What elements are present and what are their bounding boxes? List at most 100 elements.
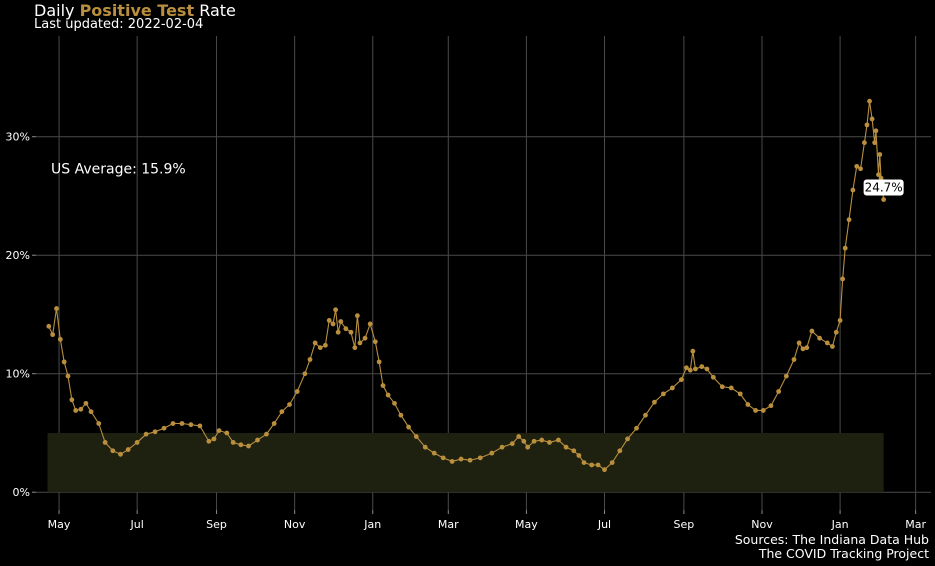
data-point (595, 462, 601, 468)
data-point (791, 357, 797, 362)
data-point (302, 371, 308, 377)
data-point (134, 440, 140, 445)
data-point (54, 306, 59, 311)
data-point (737, 391, 743, 397)
data-point (869, 116, 875, 122)
x-tick-label: Sep (674, 518, 695, 531)
data-point (602, 467, 607, 473)
data-point (690, 348, 696, 354)
y-tick-label: 0% (13, 486, 30, 499)
data-point (719, 384, 725, 390)
x-tick-label: May (48, 518, 71, 531)
data-point (617, 448, 623, 454)
data-point (678, 377, 684, 383)
x-tick-label: Nov (284, 518, 306, 531)
data-point (118, 451, 123, 457)
data-point (589, 462, 595, 468)
data-point (96, 421, 102, 426)
data-point (380, 383, 386, 388)
data-point (881, 197, 887, 202)
y-tick-label: 30% (6, 131, 30, 144)
data-point (372, 339, 378, 345)
data-point (525, 444, 531, 450)
data-point (576, 453, 582, 458)
data-point (326, 318, 332, 323)
data-point (842, 245, 848, 251)
data-point (867, 98, 872, 104)
y-tick-label: 20% (6, 249, 30, 262)
data-point (693, 366, 698, 372)
data-point (406, 424, 411, 430)
data-point (634, 425, 639, 431)
data-point (352, 345, 358, 351)
data-point (669, 385, 675, 391)
data-point (625, 436, 630, 442)
data-point (840, 276, 846, 282)
data-point (143, 431, 149, 437)
caption-source-2: The COVID Tracking Project (758, 546, 929, 561)
data-point (804, 345, 810, 351)
end-value-label: 24.7% (865, 181, 903, 195)
x-tick-label: Sep (206, 518, 227, 531)
data-point (179, 421, 185, 426)
data-point (246, 443, 251, 449)
data-point (211, 436, 217, 442)
data-point (539, 437, 545, 443)
data-point (440, 455, 446, 461)
data-point (354, 313, 360, 319)
x-tick-label: Nov (751, 518, 773, 531)
data-point (376, 359, 382, 365)
data-point (824, 340, 830, 346)
data-point (338, 319, 344, 324)
data-point (431, 450, 437, 456)
data-point (652, 399, 657, 405)
data-point (170, 421, 176, 426)
end-value-label-box (863, 179, 904, 196)
data-point (65, 373, 71, 379)
data-point (467, 457, 473, 463)
data-point (279, 409, 285, 415)
x-tick-label: Jul (130, 518, 144, 531)
data-point (499, 444, 505, 450)
data-point (271, 421, 277, 426)
data-point (687, 367, 693, 373)
data-point (216, 428, 222, 434)
data-point (357, 340, 363, 346)
data-point (858, 166, 863, 172)
data-point (862, 140, 867, 146)
data-point (878, 175, 884, 181)
data-point (563, 444, 569, 450)
data-point (57, 336, 63, 342)
data-point (877, 152, 883, 157)
data-point (78, 406, 84, 412)
data-point (398, 412, 404, 418)
data-point (521, 438, 527, 444)
data-point (83, 400, 89, 406)
data-point (833, 329, 839, 335)
x-tick-label: Jan (831, 518, 849, 531)
data-point (783, 373, 789, 379)
data-point (307, 357, 313, 362)
data-point (760, 408, 766, 413)
data-point (230, 440, 236, 445)
data-point (238, 442, 244, 448)
data-point (873, 128, 879, 134)
data-point (348, 329, 354, 335)
title-highlight: Positive Test (79, 1, 195, 20)
data-point (110, 448, 116, 454)
data-point (333, 307, 339, 313)
data-point (206, 438, 212, 444)
data-point (509, 441, 515, 447)
data-point (102, 440, 108, 445)
x-tick-label: Jul (597, 518, 611, 531)
data-point (50, 332, 56, 338)
data-point (850, 187, 856, 193)
data-point (188, 422, 194, 428)
data-point (800, 346, 806, 352)
threshold-band (47, 432, 884, 493)
data-point (362, 335, 368, 341)
x-tick-label: May (515, 518, 538, 531)
data-point (152, 429, 158, 435)
